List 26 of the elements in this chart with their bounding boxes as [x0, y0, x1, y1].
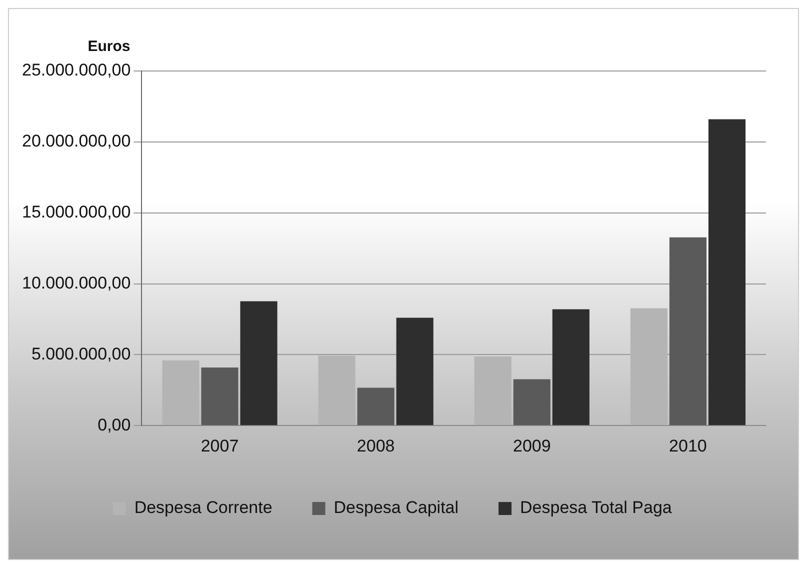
bar: [630, 308, 668, 426]
bar: [396, 318, 434, 426]
y-tick-label: 25.000.000,00: [22, 60, 131, 80]
y-tick-label: 0,00: [98, 415, 131, 434]
x-tick-label: 2010: [669, 436, 707, 456]
x-tick-label: 2009: [512, 436, 551, 456]
bar: [201, 367, 238, 426]
bar: [240, 301, 278, 426]
y-tick-label: 10.000.000,00: [22, 273, 131, 292]
legend-label: Despesa Corrente: [134, 498, 272, 518]
bar: [708, 119, 746, 426]
y-axis-title: Euros: [88, 38, 130, 56]
bar: [552, 309, 590, 426]
x-tick-label: 2008: [356, 436, 395, 456]
y-tick-label: 20.000.000,00: [22, 132, 131, 151]
bar: [357, 388, 394, 426]
bar: [318, 356, 356, 426]
bar: [162, 360, 200, 426]
legend-label: Despesa Total Paga: [520, 498, 672, 518]
y-tick-label: 15.000.000,00: [22, 202, 131, 222]
bar: [474, 356, 512, 426]
x-tick-label: 2007: [200, 436, 239, 456]
legend-label: Despesa Capital: [334, 498, 459, 518]
bar: [513, 379, 550, 426]
y-tick-label: 5.000.000,00: [31, 344, 131, 364]
bar: [669, 237, 706, 426]
